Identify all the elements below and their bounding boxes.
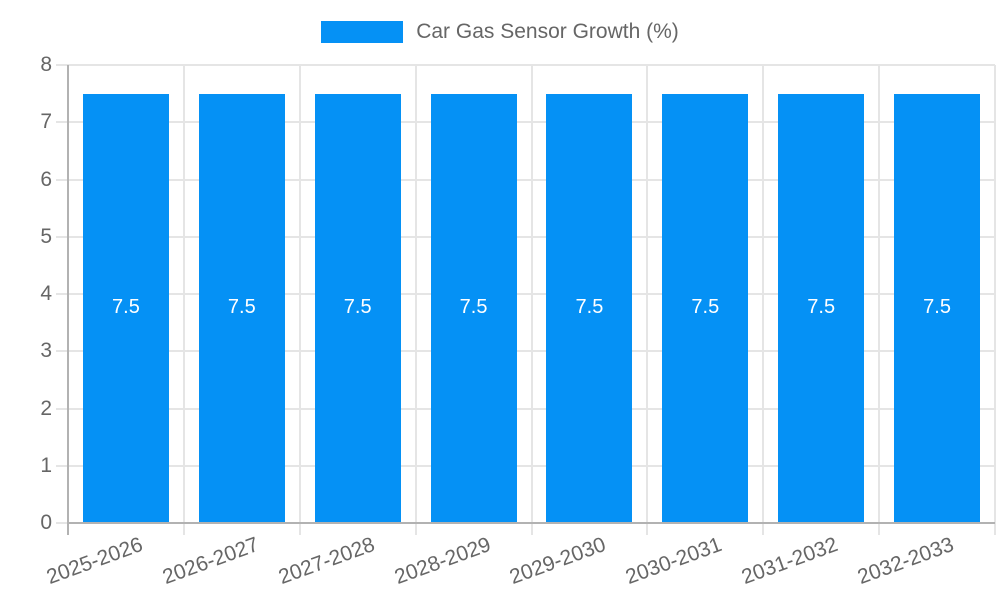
x-tick-mark (298, 523, 301, 535)
bar-value-label: 7.5 (459, 296, 488, 319)
bar[interactable] (430, 93, 517, 523)
bar-value-label: 7.5 (343, 296, 372, 319)
y-tick-label: 2 (40, 396, 52, 420)
legend-label: Car Gas Sensor Growth (%) (416, 20, 679, 43)
x-tick-mark (67, 523, 69, 535)
y-tick-mark (56, 464, 68, 467)
x-tick-mark (530, 523, 533, 535)
y-tick-mark (56, 407, 68, 410)
y-tick-mark (56, 293, 68, 295)
x-gridline (530, 65, 533, 523)
y-tick-label: 3 (40, 339, 52, 363)
bar-value-label: 7.5 (923, 296, 951, 319)
legend-swatch (321, 21, 404, 43)
bar-value-label: 7.5 (807, 296, 836, 319)
y-tick-label: 1 (40, 453, 52, 477)
bar[interactable] (662, 93, 749, 523)
x-tick-mark (762, 523, 765, 535)
x-tick-mark (646, 523, 649, 535)
x-gridline (762, 65, 765, 523)
bar-value-label: 7.5 (227, 296, 256, 319)
x-axis-line (68, 522, 995, 524)
y-tick-mark (56, 350, 68, 353)
bar[interactable] (894, 93, 981, 523)
bar[interactable] (314, 93, 401, 523)
x-gridline (878, 65, 881, 523)
y-tick-mark (56, 522, 68, 524)
y-tick-mark (56, 64, 68, 66)
x-gridline (298, 65, 301, 523)
x-tick-mark (994, 523, 996, 535)
y-tick-label: 5 (40, 224, 52, 248)
chart-legend[interactable]: Car Gas Sensor Growth (%) (0, 20, 1000, 44)
bar[interactable] (198, 93, 285, 523)
y-tick-label: 7 (40, 110, 52, 134)
y-tick-label: 8 (40, 53, 52, 76)
bar[interactable] (546, 93, 633, 523)
y-tick-mark (56, 235, 68, 238)
x-tick-mark (182, 523, 185, 535)
x-gridline (646, 65, 649, 523)
y-tick-label: 6 (40, 167, 52, 191)
y-tick-label: 4 (40, 282, 52, 305)
bar-value-label: 7.5 (691, 296, 720, 319)
y-tick-label: 0 (40, 511, 52, 534)
bar[interactable] (82, 93, 169, 523)
x-tick-mark (414, 523, 417, 535)
x-gridline (414, 65, 417, 523)
bar-value-label: 7.5 (575, 296, 604, 319)
x-tick-mark (878, 523, 881, 535)
x-gridline (994, 65, 996, 523)
x-gridline (67, 65, 69, 523)
bar[interactable] (778, 93, 865, 523)
y-tick-mark (56, 178, 68, 181)
x-gridline (182, 65, 185, 523)
bar-value-label: 7.5 (112, 296, 140, 319)
y-tick-mark (56, 121, 68, 124)
